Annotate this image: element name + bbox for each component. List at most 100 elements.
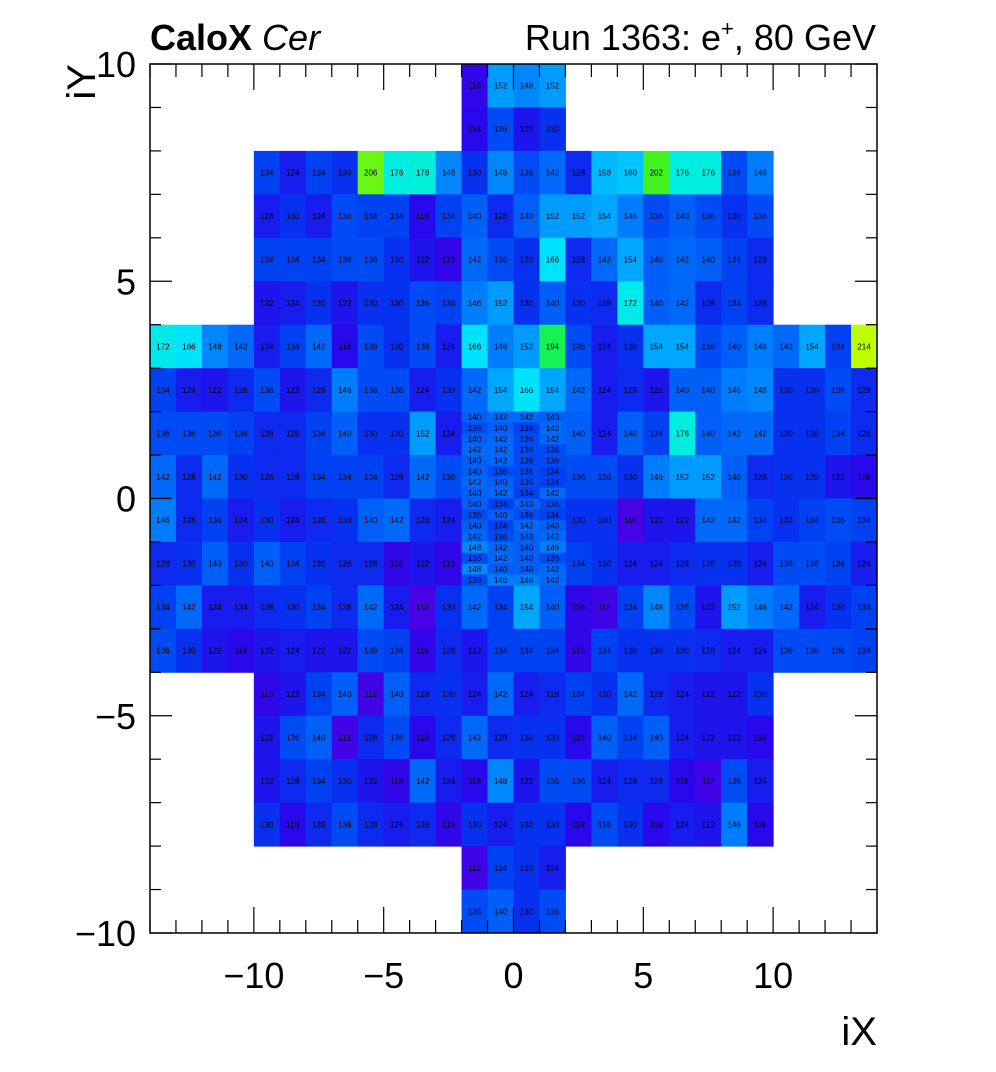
cell-value-label: 142 — [208, 473, 222, 482]
heatmap-cell — [487, 672, 514, 717]
cell-value-label: 136 — [338, 212, 352, 221]
cell-value-label: 130 — [546, 733, 560, 742]
cell-value-label: 130 — [520, 299, 534, 308]
cell-value-label: 124 — [753, 560, 767, 569]
cell-value-label: 148 — [650, 603, 664, 612]
heatmap-cell — [591, 672, 618, 717]
cell-value-label: 130 — [234, 560, 248, 569]
heatmap-cell — [435, 237, 463, 282]
heatmap-cell — [721, 498, 748, 543]
heatmap-cell — [331, 672, 359, 717]
heatmap-cell — [721, 541, 748, 586]
heatmap-cell — [747, 194, 774, 239]
cell-value-label: 176 — [702, 169, 716, 178]
cell-value-label: 142 — [702, 516, 716, 525]
heatmap-cell — [461, 150, 489, 195]
cell-value-label: 142 — [624, 690, 638, 699]
cell-value-label: 124 — [676, 820, 690, 829]
cell-value-label: 146 — [520, 576, 534, 585]
cell-value-label: 146 — [546, 543, 560, 552]
heatmap-cell — [695, 498, 722, 543]
cell-value-label: 136 — [572, 342, 586, 351]
cell-value-label: 140 — [468, 522, 482, 531]
heatmap-cell — [227, 498, 255, 543]
cell-value-label: 116 — [442, 560, 455, 569]
cell-value-label: 130 — [831, 603, 845, 612]
cell-value-label: 146 — [156, 516, 170, 525]
cell-value-label: 124 — [598, 429, 612, 438]
heatmap-cell — [175, 541, 203, 586]
cell-value-label: 140 — [676, 212, 690, 221]
heatmap-cell — [513, 107, 540, 152]
heatmap-cell — [435, 411, 463, 456]
heatmap-cell — [487, 444, 514, 456]
cell-value-label: 148 — [494, 169, 508, 178]
heatmap-cell — [643, 628, 670, 673]
cell-value-label: 124 — [286, 169, 300, 178]
heatmap-cell — [539, 150, 566, 195]
heatmap-cell — [461, 444, 489, 456]
heatmap-cell — [695, 715, 722, 760]
heatmap-cell — [513, 476, 540, 489]
heatmap-cell — [487, 846, 514, 891]
heatmap-cell — [721, 672, 748, 717]
heatmap-cell — [695, 194, 722, 239]
heatmap-cell-labels: 116 152 148 152 118 136 122 130 134 124 134 130 206 1… — [156, 82, 871, 917]
heatmap-cell — [617, 759, 644, 804]
cell-value-label: 128 — [260, 603, 274, 612]
heatmap-cell — [253, 672, 281, 717]
cell-value-label: 136 — [546, 446, 560, 455]
cell-value-label: 122 — [260, 647, 274, 656]
cell-value-label: 142 — [494, 456, 508, 465]
heatmap-cell — [383, 281, 411, 326]
heatmap-cell — [617, 194, 644, 239]
cell-value-label: 176 — [676, 429, 690, 438]
cell-value-label: 142 — [156, 473, 170, 482]
cell-value-label: 172 — [624, 299, 638, 308]
cell-value-label: 142 — [416, 777, 430, 786]
cell-value-label: 130 — [624, 820, 638, 829]
heatmap-cell — [695, 368, 722, 413]
cell-value-label: 148 — [468, 565, 482, 574]
cell-value-label: 134 — [260, 169, 274, 178]
cell-value-label: 124 — [182, 386, 196, 395]
heatmap-cell — [695, 281, 722, 326]
cell-value-label: 148 — [494, 777, 508, 786]
cell-value-label: 128 — [494, 212, 508, 221]
cell-value-label: 124 — [546, 864, 560, 873]
heatmap-cell — [487, 509, 514, 521]
cell-value-label: 130 — [779, 386, 793, 395]
cell-value-label: 136 — [468, 907, 482, 916]
heatmap-cell — [253, 368, 281, 413]
heatmap-cell — [279, 802, 307, 847]
cell-value-label: 152 — [572, 212, 586, 221]
cell-value-label: 136 — [572, 473, 586, 482]
heatmap-cell — [695, 672, 722, 717]
heatmap-cell — [279, 194, 307, 239]
cell-value-label: 128 — [156, 560, 170, 569]
cell-value-label: 142 — [546, 169, 560, 178]
cell-value-label: 122 — [338, 647, 352, 656]
heatmap-cell — [461, 531, 489, 543]
cell-value-label: 142 — [468, 733, 482, 742]
heatmap-cell — [461, 574, 489, 586]
cell-value-label: 134 — [494, 647, 508, 656]
heatmap-cell — [331, 194, 359, 239]
cell-value-label: 136 — [364, 647, 378, 656]
cell-value-label: 134 — [312, 603, 326, 612]
heatmap-cell — [305, 368, 333, 413]
heatmap-cell — [409, 759, 437, 804]
x-axis-label: iX — [841, 1010, 877, 1054]
cell-value-label: 166 — [468, 342, 482, 351]
cell-value-label: 118 — [676, 777, 689, 786]
cell-value-label: 146 — [753, 169, 767, 178]
heatmap-cell — [435, 759, 463, 804]
heatmap-cell — [279, 368, 307, 413]
heatmap-cell — [487, 368, 514, 413]
heatmap-cell — [565, 455, 592, 499]
heatmap-cell — [487, 552, 514, 565]
cell-value-label: 134 — [520, 489, 534, 498]
cell-value-label: 124 — [286, 299, 300, 308]
cell-value-label: 136 — [779, 560, 793, 569]
title-run-info: Run 1363: e+, 80 GeV — [525, 16, 876, 58]
